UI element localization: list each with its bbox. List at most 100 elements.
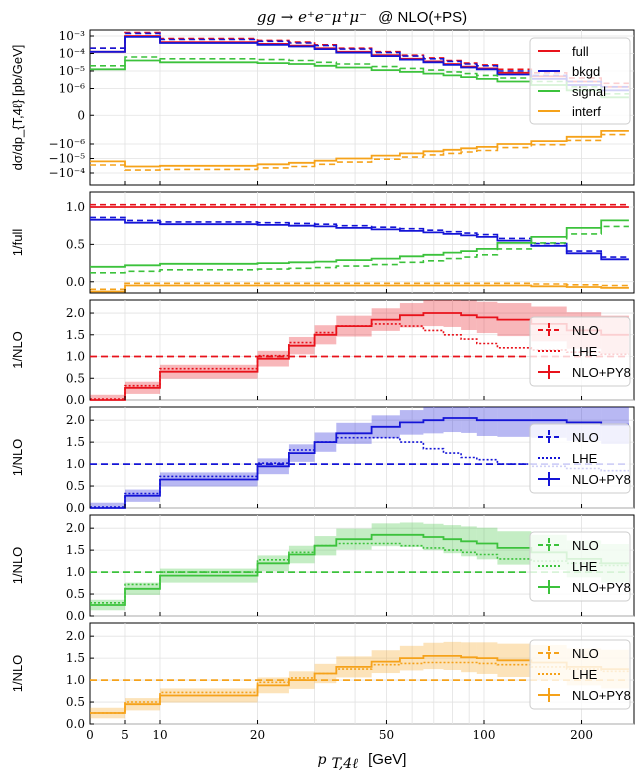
y-tick-label: 1.0 — [66, 457, 85, 471]
series-signal — [90, 219, 629, 274]
y-tick-label: 0.0 — [66, 717, 85, 731]
series-interf — [90, 282, 629, 293]
panels: 10⁻³ 10⁻⁴ 10⁻⁵ 10⁻⁶ 0 −10⁻⁶−10⁻⁵−10⁻⁴ dσ/dp_{T… — [10, 29, 635, 731]
legend-label: LHE — [572, 344, 598, 359]
legend-label: NLO+PY8 — [572, 580, 631, 595]
series-line — [90, 219, 629, 268]
y-tick-label: 1.5 — [66, 651, 85, 665]
y-tick-label: −10⁻⁶ — [49, 137, 86, 151]
legend-label: LHE — [572, 559, 598, 574]
legend-box — [529, 316, 631, 387]
series-line-dashed — [90, 133, 629, 171]
panel-ratio_nlo_signal: 2.0 1.5 1.0 0.5 0.0 1/NLO NLO LHE NLO+PY8 — [10, 514, 635, 623]
x-tick-label: 100 — [473, 728, 496, 742]
y-tick-label: 1.0 — [66, 673, 85, 687]
y-tick-label: 0.0 — [66, 393, 85, 407]
y-tick-label: 1.0 — [66, 565, 85, 579]
legend-box — [529, 531, 631, 602]
y-tick-label: 2.0 — [66, 521, 85, 535]
legend-box — [529, 639, 631, 710]
chart-title: gg → e⁺e⁻μ⁺μ⁻ @ NLO(+PS) — [257, 7, 467, 26]
x-tick-label: 50 — [379, 728, 394, 742]
x-axis-label: p T,4ℓ [GeV] — [318, 749, 407, 772]
x-tick-label: 200 — [570, 728, 593, 742]
legend-label: full — [572, 44, 589, 59]
y-tick-label: 0.5 — [66, 587, 85, 601]
y-tick-label: 1.5 — [66, 435, 85, 449]
x-label-var: p — [318, 752, 327, 768]
y-tick-label: 0.5 — [66, 479, 85, 493]
y-tick-label: 2.0 — [66, 306, 85, 320]
legend-label: NLO+PY8 — [572, 688, 631, 703]
y-tick-label: 10⁻⁴ — [59, 47, 86, 61]
y-tick-label: −10⁻⁴ — [49, 166, 86, 180]
series-full — [90, 203, 629, 208]
error-band — [476, 407, 498, 436]
legend-box — [529, 37, 631, 125]
y-tick-label: 1.0 — [66, 350, 85, 364]
y-tick-label: 0.5 — [66, 371, 85, 385]
y-tick-label: 1.5 — [66, 328, 85, 342]
y-axis-label: 1/NLO — [10, 655, 25, 693]
legend: NLO LHE NLO+PY8 — [529, 531, 631, 602]
series-line-dashed — [90, 225, 629, 274]
series-line — [90, 130, 629, 168]
legend-label: interf — [572, 104, 601, 119]
legend-label: NLO — [572, 538, 599, 553]
legend-label: NLO — [572, 323, 599, 338]
panel-main: 10⁻³ 10⁻⁴ 10⁻⁵ 10⁻⁶ 0 −10⁻⁶−10⁻⁵−10⁻⁴ dσ/dp_{T… — [10, 29, 635, 186]
y-tick-label: 0.5 — [66, 237, 85, 251]
y-tick-label: 2.0 — [66, 629, 85, 643]
x-label-unit: [GeV] — [368, 751, 406, 768]
legend: NLO LHE NLO+PY8 — [529, 639, 631, 710]
legend-label: LHE — [572, 667, 598, 682]
legend-label: bkgd — [572, 64, 600, 79]
x-tick-label: 0 — [86, 728, 94, 742]
y-tick-label: 0.0 — [66, 275, 85, 289]
series-line-dashed — [90, 282, 629, 291]
y-tick-label: 0.0 — [66, 501, 85, 515]
legend: full bkgd signal interf — [529, 37, 631, 125]
x-tick-label: 10 — [152, 728, 167, 742]
legend-label: NLO — [572, 646, 599, 661]
x-axis-ticks: 0 5 10 20 50 100 200 — [86, 181, 593, 742]
series-line — [90, 417, 629, 509]
y-tick-label: 0 — [77, 108, 85, 122]
title-process: gg → e⁺e⁻μ⁺μ⁻ — [257, 8, 367, 26]
y-tick-label: 0.5 — [66, 695, 85, 709]
legend: NLO LHE NLO+PY8 — [529, 316, 631, 387]
x-tick-label: 20 — [250, 728, 265, 742]
error-band — [461, 407, 477, 433]
y-axis-label: dσ/dp_{T,4ℓ} [pb/GeV] — [10, 45, 25, 171]
series-interf — [90, 130, 629, 171]
y-tick-label: 0.0 — [66, 609, 85, 623]
panel-ratio_nlo_full: 2.0 1.5 1.0 0.5 0.0 1/NLO NLO LHE NLO+PY8 — [10, 299, 635, 407]
panel-ratio_full: 1.0 0.5 0.0 1/full — [10, 191, 635, 294]
y-tick-label: 1.5 — [66, 543, 85, 557]
legend-label: signal — [572, 84, 606, 99]
y-axis-label: 1/NLO — [10, 331, 25, 369]
y-axis-label: 1/NLO — [10, 439, 25, 477]
y-tick-label: 2.0 — [66, 413, 85, 427]
panel-ratio_nlo_interf: 2.0 1.5 1.0 0.5 0.0 1/NLO NLO LHE NLO+PY8 — [10, 622, 635, 731]
y-tick-label: 10⁻⁵ — [59, 64, 86, 78]
error-band — [443, 407, 462, 433]
error-band — [90, 394, 125, 400]
y-axis-label: 1/NLO — [10, 547, 25, 585]
legend-label: NLO+PY8 — [572, 365, 631, 380]
legend-label: NLO+PY8 — [572, 472, 631, 487]
y-tick-label: 1.0 — [66, 200, 85, 214]
error-band — [497, 407, 532, 437]
x-tick-label: 5 — [121, 728, 129, 742]
x-label-sub: T,4ℓ — [332, 756, 359, 772]
legend-label: NLO — [572, 430, 599, 445]
legend-box — [529, 423, 631, 494]
legend: NLO LHE NLO+PY8 — [529, 423, 631, 494]
legend-label: LHE — [572, 451, 598, 466]
y-axis-label: 1/full — [10, 229, 25, 257]
error-band — [90, 502, 125, 508]
panel-ratio_nlo_bkgd: 2.0 1.5 1.0 0.5 0.0 1/NLO NLO LHE NLO+PY8 — [10, 406, 635, 515]
title-order: @ NLO(+PS) — [378, 9, 467, 26]
y-tick-label: −10⁻⁵ — [49, 152, 86, 166]
